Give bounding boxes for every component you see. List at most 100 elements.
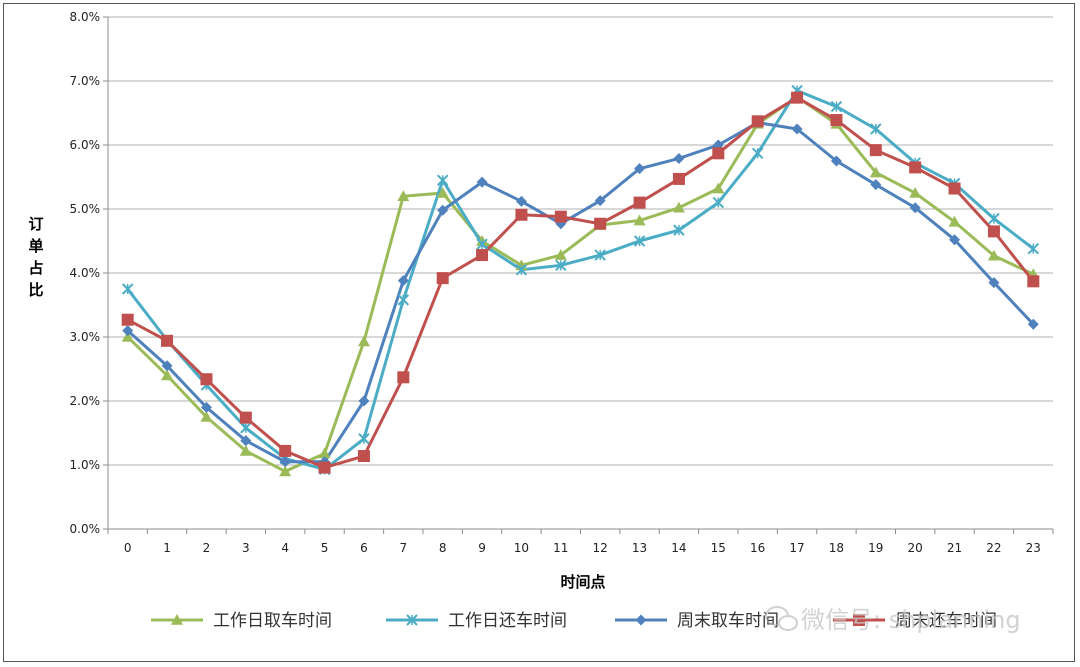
wechat-icon [765,606,798,631]
chart-frame: 0.0% 1.0% 2.0% 3.0% 4.0% 5.0% 6.0% 7.0% 8.0% 0 1 2 3… [3,3,1075,662]
data-point-series-4 [436,272,449,285]
y-axis-title-char: 订 [28,215,43,233]
y-tick-label: 5.0% [70,202,101,216]
series-line-3 [126,121,1035,464]
data-point-series-1 [318,447,331,459]
legend-marker [853,614,865,626]
y-axis-title-char: 比 [28,281,43,299]
data-point-series-2 [436,174,449,186]
data-point-series-2 [515,264,528,276]
data-point-series-3 [200,401,212,413]
x-tick-label: 23 [1026,541,1041,555]
data-point-series-4 [633,196,646,209]
legend-item-2: 工作日还车时间 [386,611,567,631]
legend-label: 周末取车时间 [677,611,779,631]
x-tick-label: 21 [947,541,962,555]
data-point-series-1 [200,411,213,422]
data-point-series-4 [987,225,1000,238]
x-tick-label: 10 [514,541,529,555]
x-tick-label: 5 [321,541,329,555]
series-line-1 [126,95,1034,473]
data-point-series-2 [476,238,488,250]
data-point-series-1 [554,249,567,260]
x-tick-label: 3 [242,541,250,555]
x-axis-title: 时间点 [560,573,605,591]
data-point-series-3 [1027,318,1039,330]
series-lines [126,89,1035,473]
data-point-series-4 [121,313,134,326]
data-point-series-1 [239,444,252,456]
x-tick-label: 22 [986,541,1001,555]
x-tick-label: 17 [789,541,804,555]
data-point-series-4 [909,161,922,174]
data-point-series-4 [712,147,725,160]
data-point-series-4 [515,208,528,221]
x-tick-label: 13 [632,541,647,555]
data-point-series-1 [672,201,685,213]
data-point-series-3 [594,195,606,207]
x-tick-label: 9 [478,541,486,555]
line-chart: 0.0%1.0%2.0%3.0%4.0%5.0%6.0%7.0%8.0%0 1 2 3… [28,10,1054,634]
data-point-series-2 [870,123,882,135]
legend-label: 工作日取车时间 [213,611,332,631]
x-tick-label: 2 [203,541,211,555]
data-point-series-1 [869,166,882,178]
data-point-series-1 [712,182,725,194]
x-tick-label: 0 [124,541,132,555]
data-point-series-4 [239,411,252,424]
data-point-series-1 [987,249,1000,261]
x-tick-label: 18 [829,541,844,555]
x-tick-label: 8 [439,541,447,555]
axes [103,16,1054,534]
watermark-text: 微信号: shplanning [801,606,1021,634]
data-point-series-3 [279,456,291,468]
data-point-series-4 [200,373,213,386]
data-point-series-4 [161,334,174,347]
data-point-series-3 [240,435,252,447]
legend-marker [406,614,418,626]
x-tick-label: 11 [553,541,568,555]
data-point-series-1 [436,187,449,198]
data-point-series-2 [1027,242,1040,255]
data-point-series-2 [830,100,843,113]
legend-marker [171,614,183,625]
y-tick-label: 8.0% [70,10,101,24]
data-point-series-1 [161,369,174,381]
data-point-series-2 [751,147,764,160]
data-point-series-3 [161,360,173,372]
x-tick-label: 12 [593,541,608,555]
legend-marker [635,614,647,626]
y-tick-label: 3.0% [70,330,101,344]
legend-item-4: 周末还车时间 [833,611,997,631]
data-point-series-3 [673,152,685,164]
data-point-series-1 [279,465,292,477]
x-tick-label: 14 [671,541,686,555]
data-point-series-4 [869,144,882,157]
data-point-series-1 [633,214,646,226]
x-tick-label: 15 [711,541,726,555]
data-point-series-3 [358,395,370,407]
data-point-series-2 [712,196,725,209]
data-point-series-4 [672,172,685,185]
y-axis-title: 订单占比 [28,215,43,299]
y-tick-label: 2.0% [70,394,101,408]
data-point-series-4 [594,217,607,230]
y-axis-title-char: 占 [28,259,43,277]
legend: 工作日取车时间 工作日还车时间 周末取车时间 周末还车时间 [151,611,997,631]
data-point-series-2 [358,433,370,445]
data-point-series-3 [634,163,646,175]
data-point-series-3 [791,123,803,135]
data-point-series-4 [1027,275,1040,288]
x-tick-label: 6 [360,541,368,555]
y-axis-title-char: 单 [28,237,43,255]
x-tick-label: 4 [281,541,289,555]
data-point-series-2 [673,224,685,236]
data-point-series-4 [751,115,764,128]
data-point-series-3 [122,325,134,337]
x-tick-label: 19 [868,541,883,555]
legend-item-3: 周末取车时间 [615,611,779,631]
data-point-series-1 [909,187,922,198]
data-point-series-3 [437,204,449,216]
data-point-series-2 [988,212,1000,225]
data-point-series-3 [830,155,842,167]
